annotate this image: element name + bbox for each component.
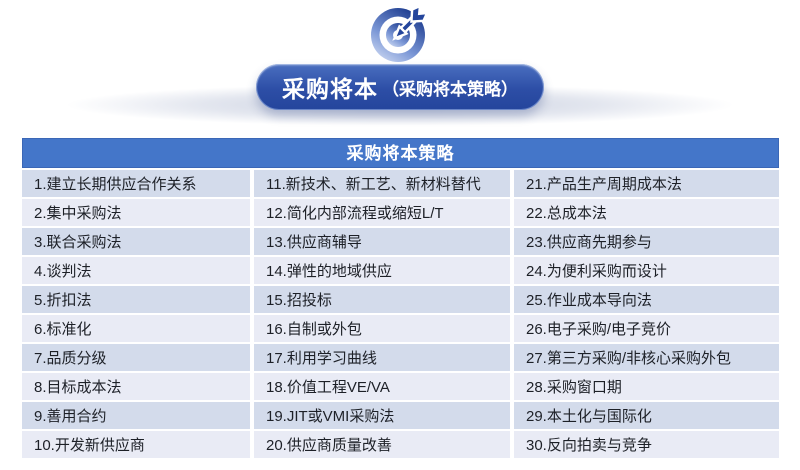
strategy-cell: 12.简化内部流程或缩短L/T [254,199,510,226]
strategy-cell: 13.供应商辅导 [254,228,510,255]
strategy-cell: 20.供应商质量改善 [254,431,510,458]
strategy-cell: 26.电子采购/电子竞价 [514,315,779,342]
strategy-table: 采购将本策略 1.建立长期供应合作关系 11.新技术、新工艺、新材料替代 21.产品… [22,138,779,458]
strategy-cell: 23.供应商先期参与 [514,228,779,255]
strategy-cell: 25.作业成本导向法 [514,286,779,313]
strategy-cell: 29.本土化与国际化 [514,402,779,429]
strategy-cell: 18.价值工程VE/VA [254,373,510,400]
strategy-cell: 5.折扣法 [22,286,250,313]
banner-subtitle: （采购将本策略） [382,79,518,99]
strategy-cell: 1.建立长期供应合作关系 [22,170,250,197]
strategy-cell: 4.谈判法 [22,257,250,284]
strategy-cell: 9.善用合约 [22,402,250,429]
strategy-cell: 6.标准化 [22,315,250,342]
strategy-cell: 27.第三方采购/非核心采购外包 [514,344,779,371]
strategy-cell: 21.产品生产周期成本法 [514,170,779,197]
strategy-cell: 28.采购窗口期 [514,373,779,400]
strategy-cell: 7.品质分级 [22,344,250,371]
strategy-cell: 17.利用学习曲线 [254,344,510,371]
title-banner: 采购将本 （采购将本策略） [256,64,544,110]
strategy-cell: 16.自制或外包 [254,315,510,342]
strategy-cell: 8.目标成本法 [22,373,250,400]
strategy-cell: 11.新技术、新工艺、新材料替代 [254,170,510,197]
table-header: 采购将本策略 [22,138,779,168]
strategy-cell: 22.总成本法 [514,199,779,226]
target-dart-icon [362,2,440,64]
strategy-cell: 19.JIT或VMI采购法 [254,402,510,429]
strategy-grid: 1.建立长期供应合作关系 11.新技术、新工艺、新材料替代 21.产品生产周期成本法… [22,170,779,458]
strategy-cell: 14.弹性的地域供应 [254,257,510,284]
strategy-cell: 24.为便利采购而设计 [514,257,779,284]
strategy-cell: 30.反向拍卖与竞争 [514,431,779,458]
strategy-cell: 15.招投标 [254,286,510,313]
strategy-cell: 10.开发新供应商 [22,431,250,458]
banner-title: 采购将本 [282,76,378,102]
strategy-cell: 2.集中采购法 [22,199,250,226]
strategy-cell: 3.联合采购法 [22,228,250,255]
